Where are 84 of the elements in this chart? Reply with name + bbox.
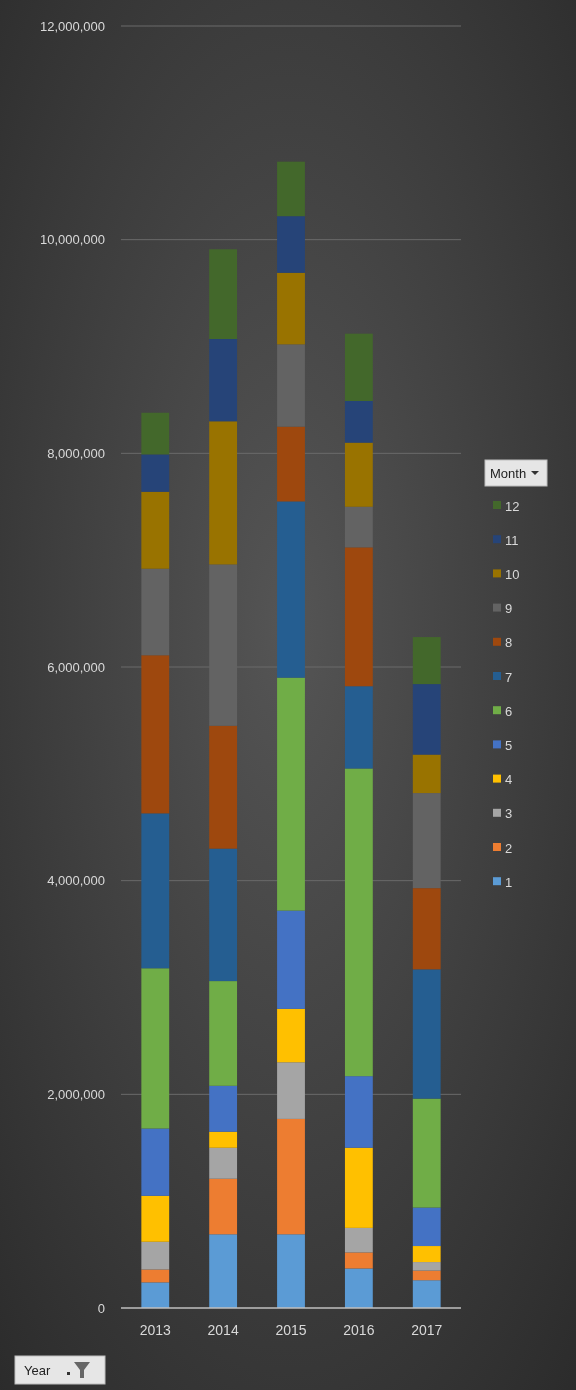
bar (277, 677, 305, 911)
y-tick-label: 8,000,000 (47, 445, 105, 461)
bar (141, 568, 170, 656)
bar (141, 1282, 170, 1308)
bar (141, 1128, 170, 1196)
legend-label: 10 (505, 566, 520, 582)
bar (344, 442, 373, 507)
bar (344, 768, 373, 1077)
bar (277, 344, 305, 427)
bar (141, 1241, 170, 1270)
bar (277, 910, 305, 1009)
legend-label: 12 (505, 498, 520, 514)
x-tick-label: 2013 (139, 1322, 172, 1338)
bar (141, 813, 170, 969)
bar (412, 1207, 441, 1247)
legend-label: 2 (505, 840, 513, 856)
bar (344, 686, 373, 769)
bar (209, 421, 238, 565)
bar (209, 1131, 238, 1148)
y-tick-label: 0 (97, 1300, 105, 1316)
legend-label: 6 (505, 703, 513, 719)
bar (141, 454, 170, 492)
bar (277, 216, 305, 273)
bar (344, 506, 373, 548)
bar (277, 1008, 305, 1063)
legend-label: 4 (505, 772, 513, 788)
bar (412, 1262, 441, 1271)
bar (277, 272, 305, 345)
x-tick-label: 2014 (207, 1322, 239, 1338)
bar (277, 1062, 305, 1119)
legend-title: Month (490, 466, 527, 481)
bar (209, 1147, 238, 1179)
bar (141, 968, 170, 1129)
legend-label: 3 (505, 806, 513, 822)
bar (141, 1195, 170, 1242)
y-tick-label: 6,000,000 (47, 659, 105, 675)
bar (141, 412, 170, 455)
bar (141, 1269, 170, 1283)
bar (412, 888, 441, 970)
bar (344, 1268, 373, 1308)
bar (412, 1280, 441, 1308)
y-tick-label: 4,000,000 (47, 873, 105, 889)
bar (209, 848, 238, 982)
bar (277, 161, 305, 217)
bar (141, 491, 170, 569)
bar (412, 1270, 441, 1281)
bar (344, 1252, 373, 1269)
bar (277, 1234, 305, 1308)
bar (412, 754, 441, 794)
bar (209, 1178, 238, 1235)
legend-label: 9 (505, 601, 513, 617)
bar (209, 1234, 238, 1308)
legend-label: 1 (505, 874, 513, 890)
x-tick-label: 2016 (343, 1322, 375, 1338)
y-tick-label: 2,000,000 (47, 1086, 105, 1102)
legend-label: 7 (505, 669, 513, 685)
bar (344, 547, 373, 687)
x-tick-label: 2017 (411, 1322, 443, 1338)
bar (344, 1227, 373, 1253)
y-tick-label: 12,000,000 (39, 18, 105, 34)
bar (344, 1076, 373, 1148)
legend-label: 8 (505, 635, 513, 651)
bar (412, 1246, 441, 1263)
bar (277, 501, 305, 678)
x-axis-title: Year (24, 1363, 51, 1378)
bar (209, 339, 238, 422)
bar (412, 637, 441, 685)
bar (209, 1085, 238, 1132)
y-tick-label: 10,000,000 (39, 232, 105, 248)
bar (209, 249, 238, 340)
bar (344, 400, 373, 443)
bar (141, 655, 170, 814)
legend-label: 11 (505, 532, 519, 548)
bar (412, 684, 441, 755)
bar (344, 333, 373, 401)
bar (412, 969, 441, 1099)
x-tick-label: 2015 (275, 1322, 307, 1338)
bar (209, 725, 238, 849)
legend-label: 5 (505, 737, 513, 753)
bar (277, 426, 305, 502)
bar (277, 1118, 305, 1235)
bar (344, 1147, 373, 1228)
bar (209, 981, 238, 1086)
bar (412, 1098, 441, 1208)
